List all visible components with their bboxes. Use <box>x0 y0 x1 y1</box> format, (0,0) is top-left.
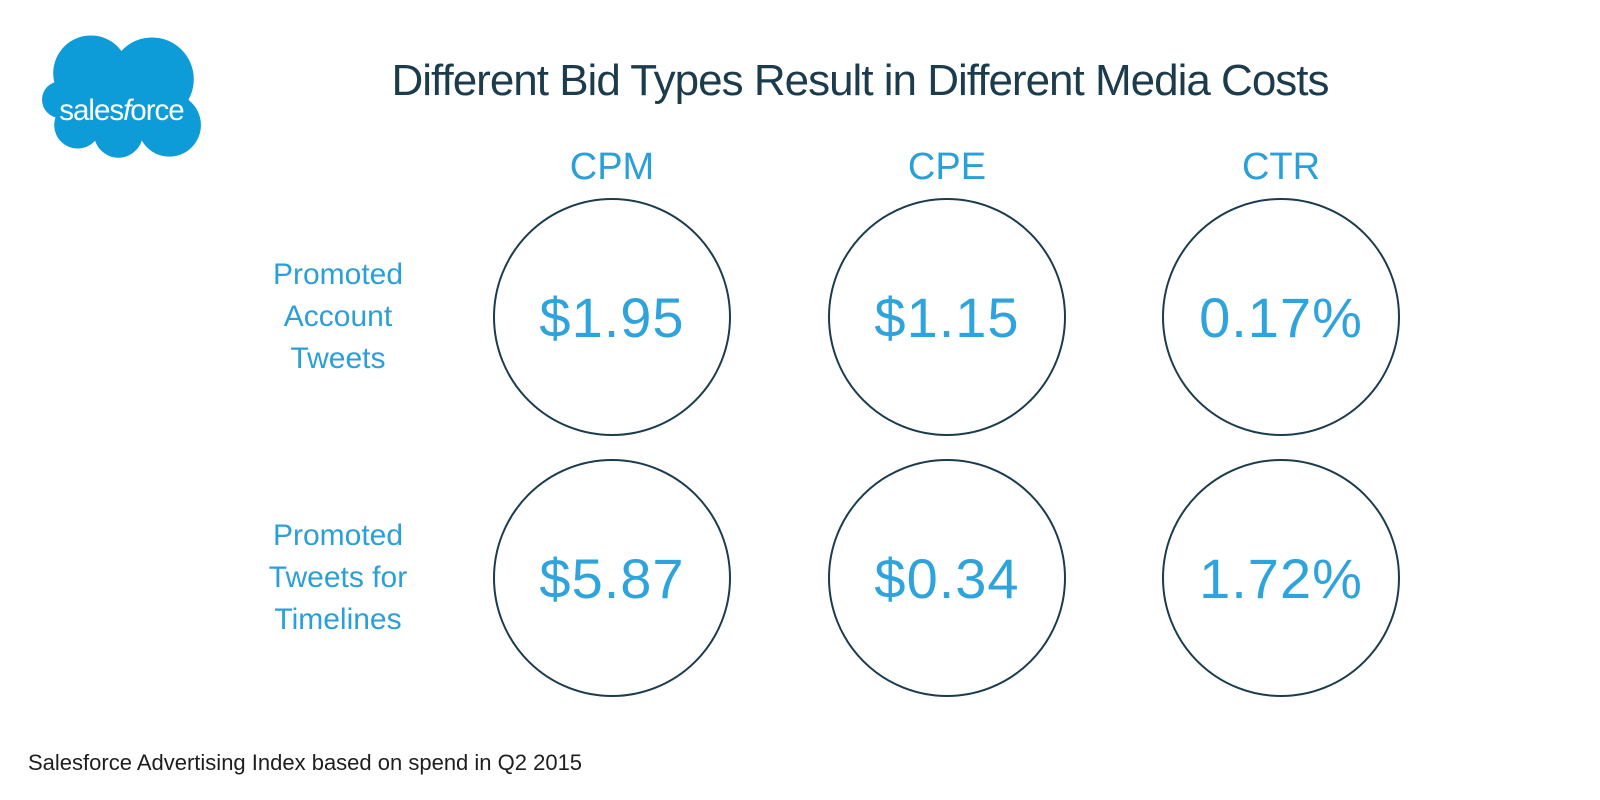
metric-value: 0.17% <box>1199 285 1363 349</box>
column-header-cpm: CPM <box>569 146 655 188</box>
metric-value: $1.95 <box>539 285 685 349</box>
source-note: Salesforce Advertising Index based on sp… <box>28 750 583 775</box>
column-header-ctr: CTR <box>1241 146 1321 188</box>
metric-circle-row1-ctr: 0.17% <box>1162 198 1400 436</box>
page-title: Different Bid Types Result in Different … <box>391 56 1329 105</box>
salesforce-logo-wordmark: salesforce <box>59 94 184 127</box>
metric-value: $5.87 <box>539 546 685 610</box>
metric-circle-row1-cpm: $1.95 <box>493 198 731 436</box>
metric-value: $0.34 <box>874 546 1020 610</box>
salesforce-cloud-icon: salesforce <box>42 35 201 158</box>
metric-circle-row2-cpm: $5.87 <box>493 459 731 697</box>
metric-circle-row2-ctr: 1.72% <box>1162 459 1400 697</box>
metric-value: $1.15 <box>874 285 1020 349</box>
metric-circle-row2-cpe: $0.34 <box>828 459 1066 697</box>
column-header-cpe: CPE <box>907 146 987 188</box>
metric-value: 1.72% <box>1199 546 1363 610</box>
row-label-promoted-account-tweets: Promoted Account Tweets <box>272 258 404 375</box>
metric-circle-row1-cpe: $1.15 <box>828 198 1066 436</box>
salesforce-logo: salesforce <box>42 25 205 160</box>
row-label-promoted-tweets-for-timelines: Promoted Tweets for Timelines <box>268 519 408 636</box>
